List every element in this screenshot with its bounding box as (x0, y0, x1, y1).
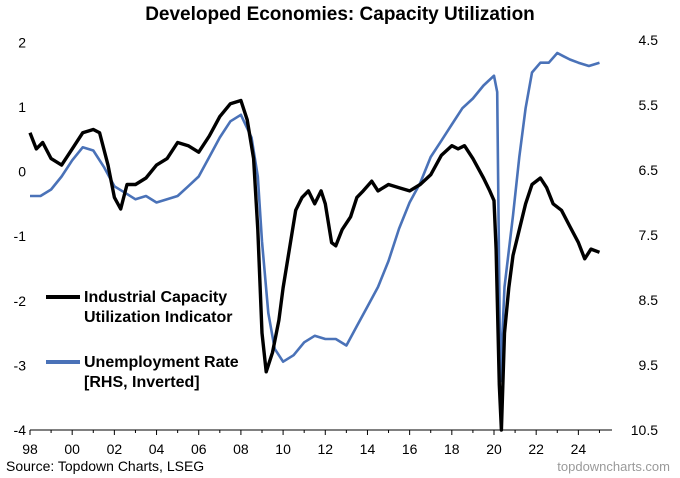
y-left-tick-label: -1 (14, 228, 27, 244)
legend-label: Industrial Capacity (84, 289, 227, 306)
legend-label: Utilization Indicator (84, 309, 232, 326)
x-tick-label: 16 (402, 441, 418, 457)
x-tick-label: 08 (233, 441, 249, 457)
y-left-tick-label: -2 (14, 293, 27, 309)
y-right-tick-label: 5.5 (639, 97, 659, 113)
source-note: Source: Topdown Charts, LSEG (6, 458, 205, 474)
x-tick-label: 00 (64, 441, 80, 457)
x-tick-label: 18 (444, 441, 460, 457)
x-tick-label: 10 (275, 441, 291, 457)
y-right-tick-label: 8.5 (639, 292, 659, 308)
legend-label: [RHS, Inverted] (84, 374, 200, 391)
legend-label: Unemployment Rate (84, 354, 239, 371)
watermark: topdowncharts.com (557, 459, 670, 474)
y-left-tick-label: 1 (18, 99, 26, 115)
x-tick-label: 12 (317, 441, 333, 457)
chart-title: Developed Economies: Capacity Utilizatio… (145, 4, 535, 25)
y-left-tick-label: -4 (14, 422, 27, 438)
y-right-tick-label: 10.5 (631, 422, 658, 438)
y-left-tick-label: -3 (14, 357, 27, 373)
x-tick-label: 14 (360, 441, 376, 457)
x-tick-label: 06 (191, 441, 207, 457)
y-right-tick-label: 6.5 (639, 162, 659, 178)
y-left-tick-label: 0 (18, 164, 26, 180)
x-tick-label: 04 (149, 441, 165, 457)
x-tick-label: 20 (486, 441, 502, 457)
y-left-tick-label: 2 (18, 34, 26, 50)
y-right-tick-label: 9.5 (639, 357, 659, 373)
y-right-tick-label: 7.5 (639, 227, 659, 243)
y-right-tick-label: 4.5 (639, 32, 659, 48)
capacity-utilization-line (28, 98, 601, 432)
unemployment-rate-line (30, 51, 600, 383)
x-tick-label: 02 (107, 441, 123, 457)
x-tick-label: 22 (528, 441, 544, 457)
x-tick-label: 24 (571, 441, 587, 457)
x-tick-label: 98 (22, 441, 38, 457)
